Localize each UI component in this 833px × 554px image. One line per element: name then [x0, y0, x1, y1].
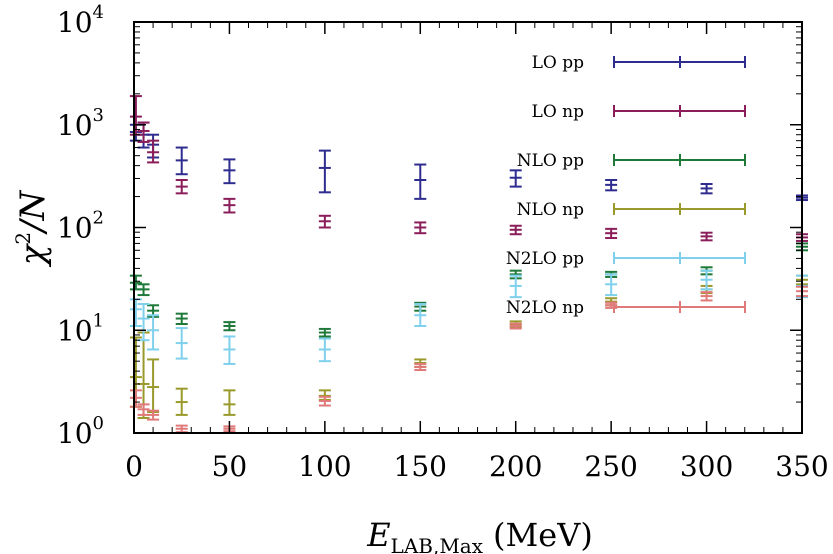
error-bar-point [175, 146, 188, 176]
series-1 [129, 95, 808, 242]
plot-frame [133, 21, 803, 434]
plot-marks [129, 95, 808, 434]
error-bar-point [175, 312, 188, 326]
y-axis-superscript: 2 [11, 232, 35, 245]
y-axis-denominator: /N [13, 189, 53, 234]
x-tick-label: 0 [125, 450, 143, 483]
legend-swatch [613, 56, 746, 68]
x-axis-unit: (MeV) [493, 516, 593, 554]
error-bar-point [137, 283, 150, 297]
x-tick-label: 50 [212, 450, 248, 483]
error-bar-point [223, 197, 236, 214]
axis-ticks [133, 21, 803, 434]
error-bar-point [318, 214, 331, 229]
error-bar-point [700, 291, 713, 302]
x-tick-label: 100 [298, 450, 351, 483]
y-tick-base: 10 [57, 212, 93, 245]
y-tick-base: 10 [57, 6, 93, 39]
error-bar-point [147, 409, 160, 421]
legend-label: N2LO pp [506, 249, 584, 269]
legend-label: NLO pp [517, 151, 584, 171]
series-4 [129, 269, 808, 365]
y-tick-exponent: 2 [93, 208, 104, 229]
series-5 [129, 285, 808, 434]
error-bar-point [605, 273, 618, 297]
y-tick-exponent: 4 [93, 2, 104, 23]
error-bar-point [509, 224, 522, 236]
x-axis-title: ELAB,Max (MeV) [366, 516, 593, 554]
y-tick-label: 101 [57, 310, 104, 347]
error-bar-point [414, 163, 427, 200]
error-bar-point [605, 178, 618, 192]
y-axis-title: χ2/N [11, 189, 53, 267]
y-tick-exponent: 1 [93, 310, 104, 331]
x-tick-label: 200 [489, 450, 542, 483]
x-tick-labels: 0 50 100 150 200 250 300 350 [125, 450, 829, 483]
y-tick-base: 10 [57, 109, 93, 142]
error-bar-point [223, 158, 236, 185]
error-bar-point [700, 269, 713, 291]
legend-swatch [613, 301, 746, 313]
error-bar-point [700, 183, 713, 195]
error-bar-point [175, 387, 188, 416]
y-tick-base: 10 [57, 314, 93, 347]
error-bar-point [137, 403, 150, 416]
error-bar-point [129, 95, 142, 136]
legend-swatch [613, 154, 746, 166]
error-bar-point [223, 335, 236, 365]
x-tick-label: 150 [394, 450, 447, 483]
error-bar-point [137, 121, 150, 143]
y-tick-label: 104 [57, 2, 104, 39]
error-bar-point [318, 337, 331, 363]
y-tick-base: 10 [57, 417, 93, 450]
error-bar-point [318, 395, 331, 407]
x-tick-label: 250 [584, 450, 637, 483]
legend: LO pp LO np NLO pp NLO np N2LO pp N2LO np [506, 53, 746, 318]
y-tick-exponent: 3 [93, 105, 104, 126]
legend-swatch [613, 203, 746, 215]
legend-label: LO pp [532, 53, 585, 73]
y-axis-symbol: χ [13, 242, 53, 267]
error-bar-point [129, 389, 142, 408]
legend-label: NLO np [517, 200, 584, 220]
error-bar-point [223, 389, 236, 416]
legend-swatch [613, 252, 746, 264]
y-tick-label: 100 [57, 413, 104, 450]
x-tick-label: 350 [775, 450, 828, 483]
x-tick-label: 300 [680, 450, 733, 483]
error-bar-point [509, 274, 522, 299]
y-tick-exponent: 0 [93, 413, 104, 434]
series-0 [129, 121, 808, 202]
error-bar-point [175, 327, 188, 360]
error-bar-point [175, 178, 188, 195]
error-bar-point [223, 321, 236, 332]
x-axis-symbol: E [366, 516, 390, 554]
error-bar-point [509, 169, 522, 188]
error-bar-point [147, 139, 160, 164]
error-bar-point [414, 362, 427, 372]
legend-swatch [613, 105, 746, 117]
error-bar-point [147, 314, 160, 351]
legend-label: LO np [532, 102, 585, 122]
x-axis-subscript: LAB,Max [391, 534, 484, 554]
error-bar-point [318, 327, 331, 338]
legend-label: N2LO np [506, 298, 584, 318]
error-bar-point [414, 221, 427, 235]
error-bar-point [175, 424, 188, 434]
y-tick-label: 103 [57, 105, 104, 142]
error-bar-point [509, 322, 522, 330]
error-bar-point [605, 301, 618, 309]
error-bar-point [414, 303, 427, 327]
error-bar-point [605, 227, 618, 240]
error-bar-point [129, 274, 142, 291]
error-bar-point [318, 149, 331, 194]
y-tick-label: 102 [57, 208, 104, 245]
error-bar-point [700, 231, 713, 242]
